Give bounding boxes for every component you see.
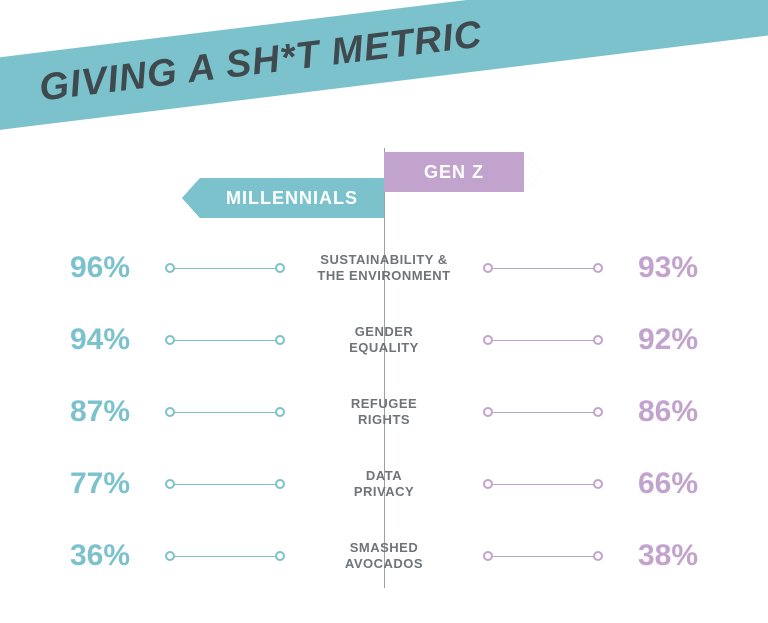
group-labels: MILLENNIALS GEN Z (0, 152, 768, 222)
dot-icon (165, 407, 175, 417)
connector-left (170, 340, 280, 341)
dot-icon (275, 551, 285, 561)
genz-percent: 66% (638, 467, 698, 501)
connector-left (170, 412, 280, 413)
dot-icon (165, 263, 175, 273)
millennials-arrow: MILLENNIALS (200, 178, 384, 218)
data-row: 96% 93% SUSTAINABILITY & THE ENVIRONMENT (0, 232, 768, 304)
connector-right (488, 556, 598, 557)
dot-icon (275, 407, 285, 417)
genz-percent: 86% (638, 395, 698, 429)
dot-icon (165, 335, 175, 345)
genz-label: GEN Z (424, 162, 484, 183)
data-row: 87% 86% REFUGEE RIGHTS (0, 376, 768, 448)
millennials-label: MILLENNIALS (226, 188, 358, 209)
dot-icon (593, 263, 603, 273)
connector-left (170, 268, 280, 269)
dot-icon (275, 263, 285, 273)
millennials-percent: 77% (70, 467, 130, 501)
millennials-percent: 94% (70, 323, 130, 357)
data-rows: 96% 93% SUSTAINABILITY & THE ENVIRONMENT 94… (0, 232, 768, 592)
dot-icon (275, 335, 285, 345)
dot-icon (483, 407, 493, 417)
connector-left (170, 556, 280, 557)
data-row: 94% 92% GENDER EQUALITY (0, 304, 768, 376)
connector-right (488, 484, 598, 485)
millennials-percent: 36% (70, 539, 130, 573)
dot-icon (165, 479, 175, 489)
millennials-percent: 87% (70, 395, 130, 429)
connector-right (488, 268, 598, 269)
data-row: 36% 38% SMASHED AVOCADOS (0, 520, 768, 592)
topic-label: REFUGEE RIGHTS (284, 396, 484, 429)
connector-right (488, 340, 598, 341)
topic-label: DATA PRIVACY (284, 468, 484, 501)
millennials-percent: 96% (70, 251, 130, 285)
dot-icon (593, 335, 603, 345)
dot-icon (483, 551, 493, 561)
dot-icon (593, 551, 603, 561)
genz-percent: 92% (638, 323, 698, 357)
dot-icon (483, 335, 493, 345)
connector-right (488, 412, 598, 413)
dot-icon (483, 263, 493, 273)
title-banner: GIVING A SH*T METRIC (0, 0, 768, 132)
dot-icon (275, 479, 285, 489)
genz-percent: 93% (638, 251, 698, 285)
dot-icon (165, 551, 175, 561)
dot-icon (593, 407, 603, 417)
topic-label: GENDER EQUALITY (284, 324, 484, 357)
genz-percent: 38% (638, 539, 698, 573)
title-text: GIVING A SH*T METRIC (37, 13, 485, 110)
dot-icon (483, 479, 493, 489)
genz-arrow: GEN Z (384, 152, 524, 192)
dot-icon (593, 479, 603, 489)
topic-label: SUSTAINABILITY & THE ENVIRONMENT (284, 252, 484, 285)
data-row: 77% 66% DATA PRIVACY (0, 448, 768, 520)
topic-label: SMASHED AVOCADOS (284, 540, 484, 573)
connector-left (170, 484, 280, 485)
